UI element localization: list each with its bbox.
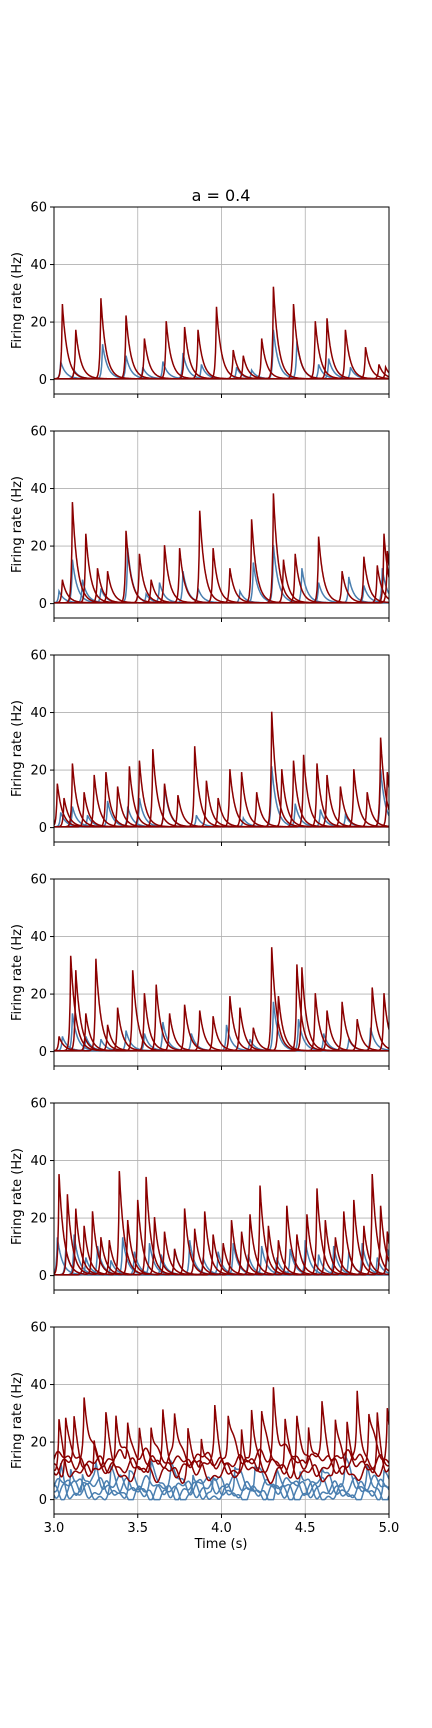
y-tick-label-0: 0 — [39, 1493, 47, 1508]
y-tick-label-3: 60 — [30, 1097, 47, 1112]
y-tick-label-2: 40 — [30, 482, 47, 497]
chart-panel-5: 0 20 40 60 Firing rate (Hz) — [10, 1097, 390, 1294]
y-tick-label-3: 60 — [30, 1321, 47, 1336]
chart-panel-1: 0 20 40 60 Firing rate (Hz) — [10, 201, 390, 398]
red-trace-2 — [54, 519, 389, 604]
series-group — [54, 711, 389, 828]
x-tick-label-2: 4.0 — [211, 1521, 232, 1536]
y-tick-label-2: 40 — [30, 1154, 47, 1169]
y-tick-label-3: 60 — [30, 201, 47, 216]
red-trace-2 — [54, 947, 389, 1052]
figure-title: a = 0.4 — [192, 186, 251, 205]
red-trace-4 — [54, 1387, 389, 1471]
red-trace-3 — [54, 1173, 389, 1276]
red-trace-1 — [54, 1412, 389, 1485]
y-tick-label-1: 20 — [30, 1212, 47, 1227]
y-tick-label-1: 20 — [30, 316, 47, 331]
panels: 0 20 40 60 Firing rate (Hz) 0 20 40 60 Firing rat… — [10, 201, 399, 1537]
y-tick-label-1: 20 — [30, 764, 47, 779]
y-tick-label-1: 20 — [30, 1436, 47, 1451]
y-tick-label-0: 0 — [39, 821, 47, 836]
y-tick-label-0: 0 — [39, 1045, 47, 1060]
red-trace-4 — [54, 1171, 389, 1276]
series-group — [54, 1171, 389, 1276]
series-group — [54, 947, 389, 1052]
red-trace-4 — [54, 306, 389, 380]
chart-panel-6: 0 20 40 60 3.0 3.5 4.0 4.5 5.0 Firing rate (Hz) — [10, 1321, 399, 1537]
y-tick-label-3: 60 — [30, 425, 47, 440]
red-trace-4 — [54, 548, 389, 604]
y-axis-label: Firing rate (Hz) — [10, 1372, 25, 1469]
blue-trace-4 — [54, 1453, 389, 1497]
y-axis-label: Firing rate (Hz) — [10, 924, 25, 1021]
series-group — [54, 1387, 389, 1501]
chart-panel-3: 0 20 40 60 Firing rate (Hz) — [10, 649, 390, 846]
y-tick-label-2: 40 — [30, 258, 47, 273]
x-tick-label-4: 5.0 — [379, 1521, 400, 1536]
red-trace-2 — [54, 749, 389, 828]
y-tick-label-1: 20 — [30, 540, 47, 555]
y-tick-label-2: 40 — [30, 930, 47, 945]
x-tick-label-0: 3.0 — [44, 1521, 65, 1536]
y-tick-label-3: 60 — [30, 649, 47, 664]
y-tick-label-2: 40 — [30, 706, 47, 721]
series-group — [54, 493, 389, 604]
y-tick-label-0: 0 — [39, 373, 47, 388]
y-axis-label: Firing rate (Hz) — [10, 476, 25, 573]
y-tick-label-2: 40 — [30, 1378, 47, 1393]
chart-panel-2: 0 20 40 60 Firing rate (Hz) — [10, 425, 390, 622]
x-tick-label-3: 4.5 — [295, 1521, 316, 1536]
y-tick-label-3: 60 — [30, 873, 47, 888]
y-axis-label: Firing rate (Hz) — [10, 252, 25, 349]
chart-panel-4: 0 20 40 60 Firing rate (Hz) — [10, 873, 390, 1070]
x-tick-label-1: 3.5 — [127, 1521, 148, 1536]
y-tick-label-1: 20 — [30, 988, 47, 1003]
blue-trace-1 — [54, 1462, 389, 1501]
red-trace-4 — [54, 737, 389, 828]
y-axis-label: Firing rate (Hz) — [10, 1148, 25, 1245]
red-trace-4 — [54, 964, 389, 1052]
y-tick-label-0: 0 — [39, 597, 47, 612]
x-axis-label: Time (s) — [194, 1537, 248, 1552]
blue-trace-3 — [54, 1460, 389, 1499]
y-tick-label-0: 0 — [39, 1269, 47, 1284]
series-group — [54, 286, 389, 380]
y-axis-label: Firing rate (Hz) — [10, 700, 25, 797]
